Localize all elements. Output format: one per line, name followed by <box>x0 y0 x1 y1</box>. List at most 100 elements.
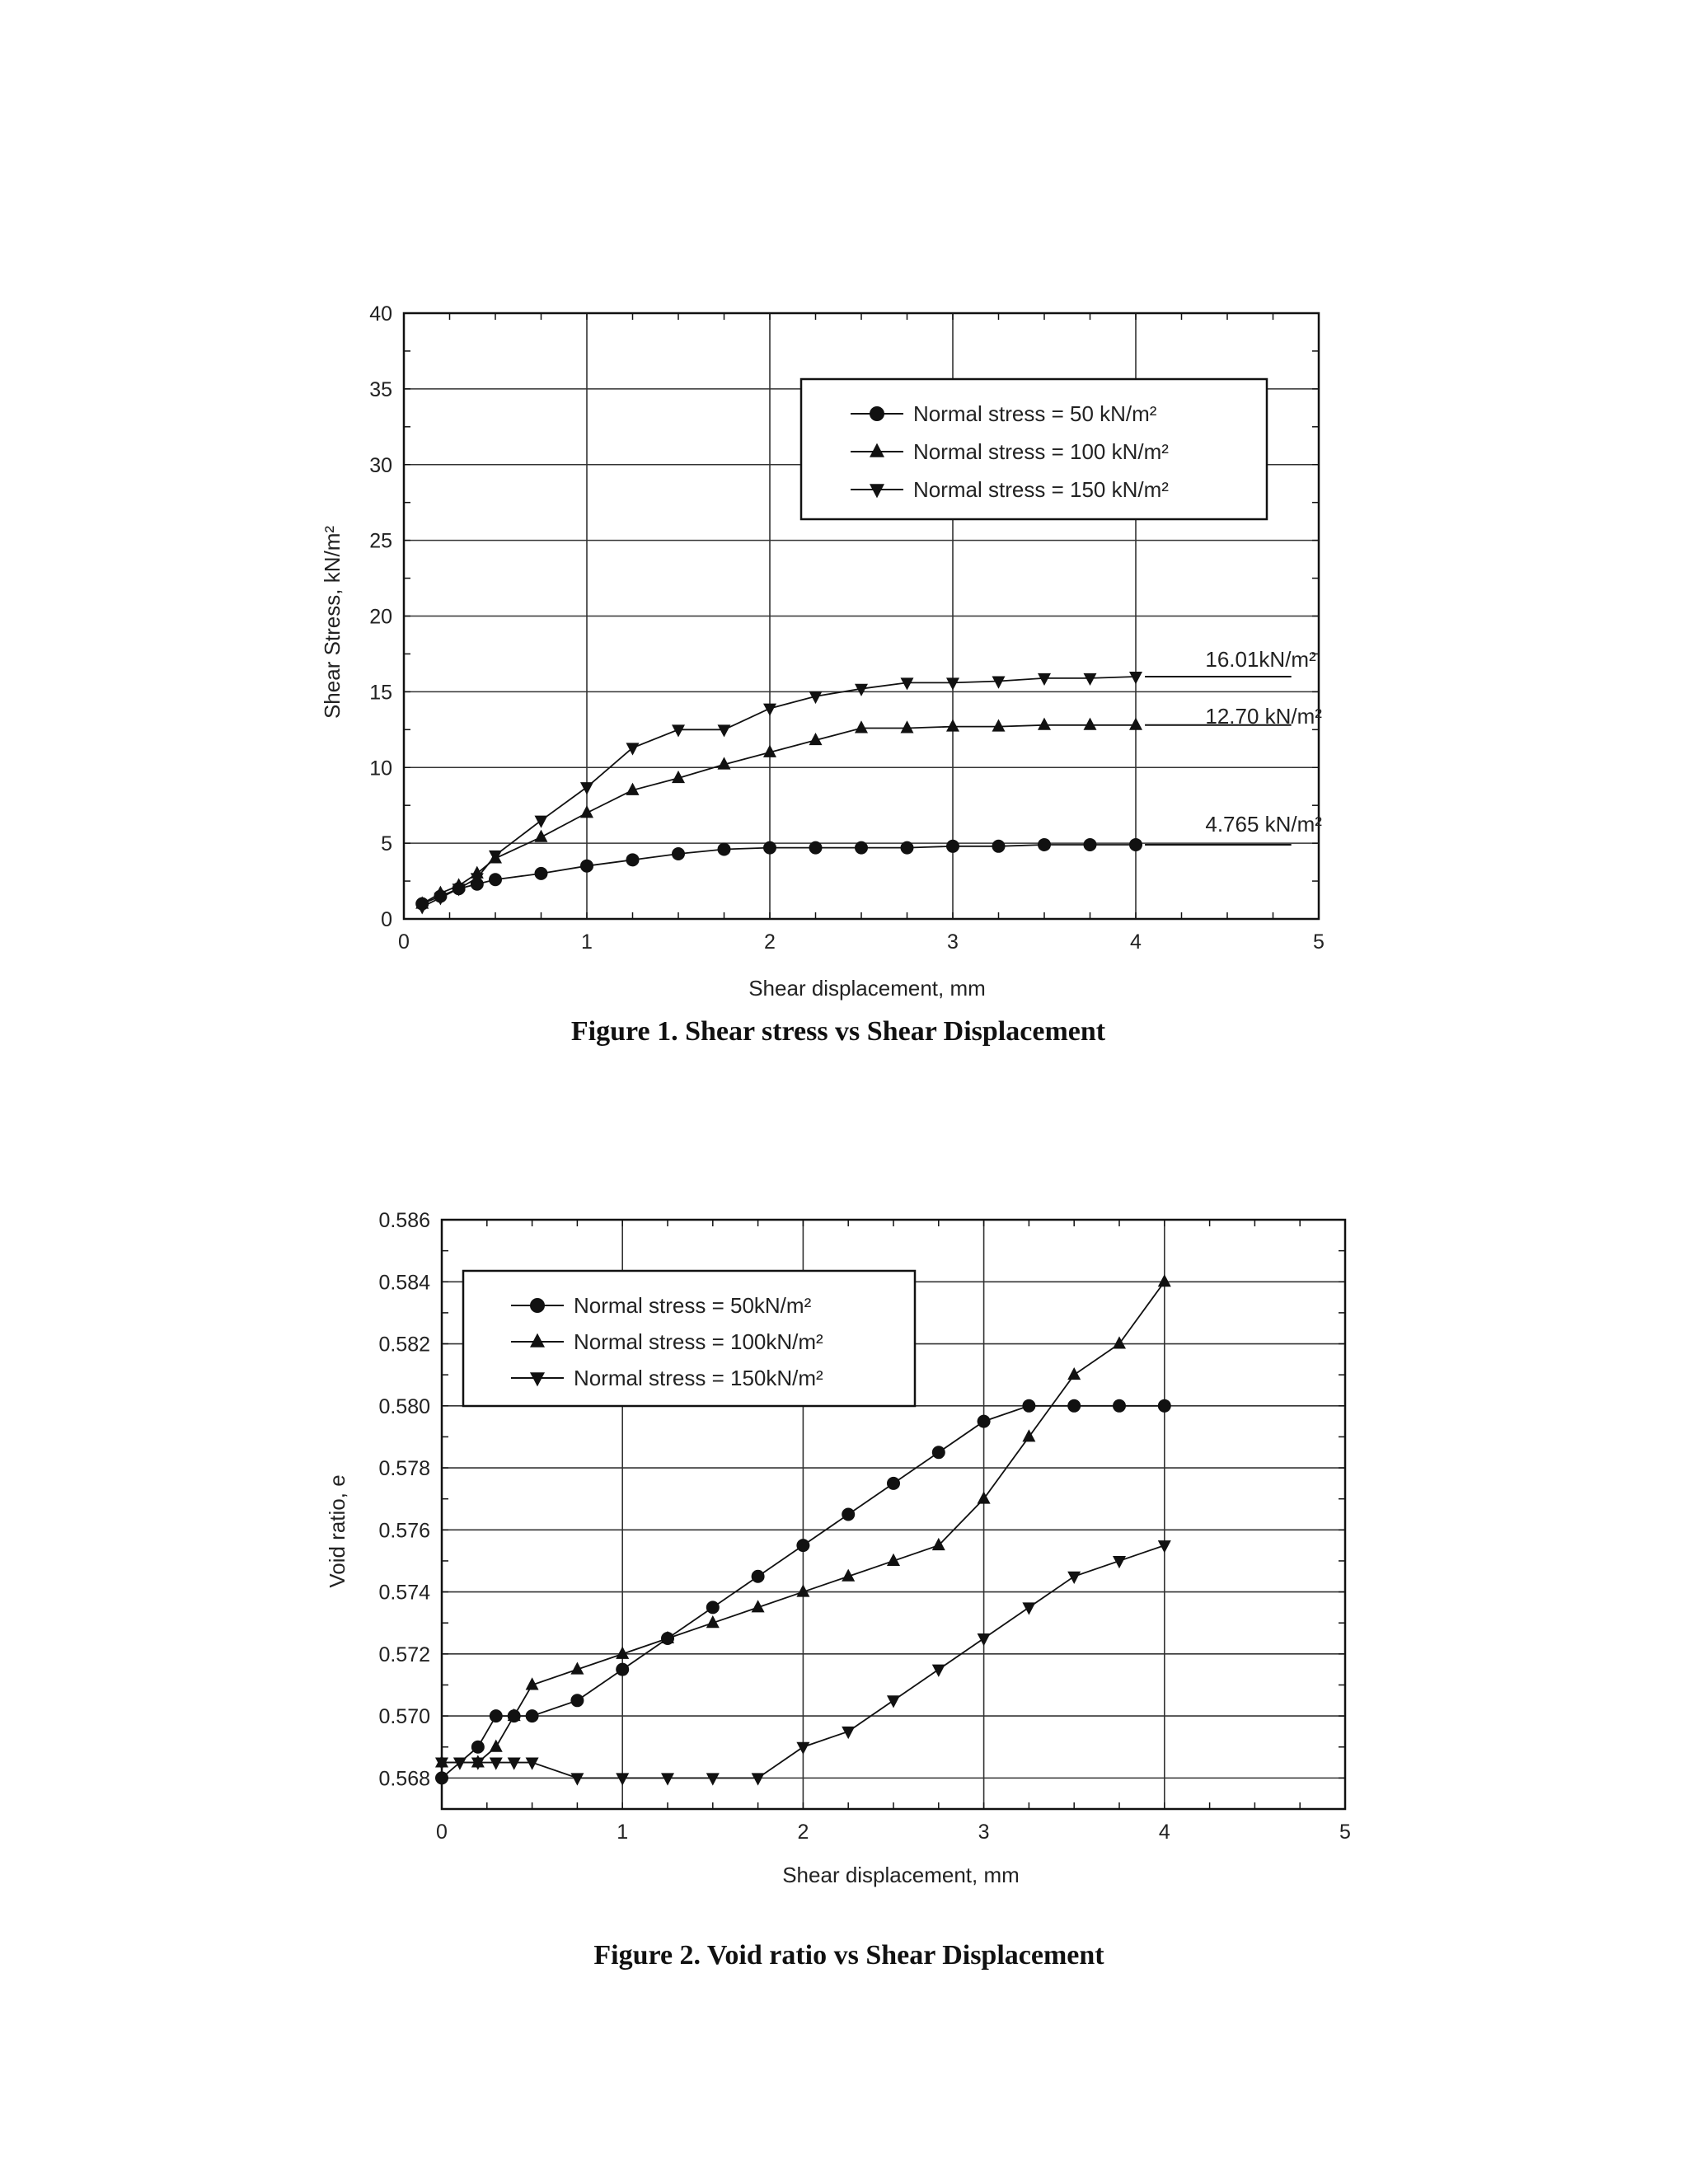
data-point <box>580 782 593 795</box>
data-point <box>900 677 914 691</box>
data-point <box>946 677 959 691</box>
chart-shear-stress: 0 1 2 3 4 5 0 5 10 15 20 25 30 35 40 Shear Stress, kN/… <box>320 302 1325 1047</box>
data-point <box>992 676 1006 689</box>
chart1-x-axis-label: Shear displacement, mm <box>748 976 986 1001</box>
data-point <box>842 1507 856 1521</box>
data-point <box>1157 1274 1171 1287</box>
chart1-y-axis-label: Shear Stress, kN/m² <box>320 526 345 719</box>
x-tick-label: 0 <box>398 930 410 954</box>
chart2-markers <box>435 1274 1171 1786</box>
y-tick-label: 0.572 <box>378 1643 430 1666</box>
data-point <box>1067 1399 1081 1413</box>
data-point <box>842 1726 856 1740</box>
x-tick-label: 4 <box>1130 930 1142 954</box>
y-tick-label: 0.586 <box>378 1209 430 1232</box>
chart2-x-axis-label: Shear displacement, mm <box>782 1863 1020 1887</box>
data-point <box>977 1414 991 1428</box>
legend-marker <box>870 484 884 499</box>
y-tick-label: 30 <box>369 454 392 477</box>
data-point <box>452 1757 467 1770</box>
data-point <box>471 1740 485 1754</box>
x-tick-label: 1 <box>617 1821 628 1844</box>
data-point <box>855 841 868 855</box>
legend-label: Normal stress = 100 kN/m² <box>913 439 1169 464</box>
data-point <box>616 1773 630 1786</box>
annotation-label: 12.70 kN/m² <box>1205 704 1322 729</box>
chart2-legend: Normal stress = 50kN/m² Normal stress = 1… <box>462 1269 917 1408</box>
data-point <box>931 1446 945 1460</box>
data-point <box>809 691 823 705</box>
legend-label: Normal stress = 100kN/m² <box>574 1329 823 1354</box>
data-point <box>570 1773 584 1786</box>
chart1-legend: Normal stress = 50 kN/m² Normal stress = … <box>799 377 1268 521</box>
data-point <box>489 1757 503 1770</box>
y-tick-label: 15 <box>369 681 392 704</box>
chart1-series-lines <box>421 676 1137 908</box>
data-point <box>751 1773 765 1786</box>
legend-label: Normal stress = 150 kN/m² <box>913 477 1169 502</box>
data-point <box>1129 837 1142 851</box>
annotation-label: 4.765 kN/m² <box>1205 812 1322 837</box>
data-point <box>1157 1540 1171 1554</box>
legend-label: Normal stress = 50kN/m² <box>574 1293 812 1318</box>
data-point <box>946 719 959 732</box>
data-point <box>931 1537 945 1551</box>
data-point <box>809 841 823 855</box>
data-point <box>1022 1602 1036 1615</box>
data-point <box>616 1662 630 1676</box>
chart1-ticks: 0 1 2 3 4 5 0 5 10 15 20 25 30 35 40 <box>369 302 1325 954</box>
data-point <box>661 1773 674 1786</box>
legend-marker <box>530 1333 545 1347</box>
data-point <box>946 839 959 853</box>
y-tick-label: 25 <box>369 530 392 553</box>
data-point <box>887 1553 900 1566</box>
y-tick-label: 0 <box>381 908 392 931</box>
x-tick-label: 2 <box>764 930 776 954</box>
data-point <box>470 873 484 886</box>
x-tick-label: 5 <box>1339 1821 1351 1844</box>
x-tick-label: 3 <box>947 930 959 954</box>
data-point <box>717 757 731 770</box>
data-point <box>525 1709 539 1723</box>
data-point <box>992 719 1006 732</box>
series-line-2 <box>421 724 1136 905</box>
data-point <box>1022 1429 1036 1442</box>
data-point <box>751 1569 765 1583</box>
data-point <box>977 1491 991 1504</box>
data-point <box>751 1600 765 1613</box>
chart-void-ratio: 0 1 2 3 4 5 0.568 0.570 0.572 0.574 0.576 0.578 0.58… <box>325 1209 1351 1971</box>
data-point <box>661 1630 674 1644</box>
data-point <box>931 1664 945 1677</box>
x-tick-label: 5 <box>1313 930 1325 954</box>
data-point <box>717 724 731 738</box>
data-point <box>887 1476 900 1490</box>
data-point <box>1067 1366 1081 1380</box>
annotation-label: 16.01kN/m² <box>1205 647 1316 672</box>
data-point <box>570 1694 584 1708</box>
data-point <box>706 1773 720 1786</box>
data-point <box>900 841 914 855</box>
data-point <box>763 841 776 855</box>
data-point <box>1067 1571 1081 1584</box>
data-point <box>1083 673 1097 687</box>
data-point <box>471 1757 485 1770</box>
data-point <box>489 873 502 887</box>
data-point <box>616 1646 630 1659</box>
y-tick-label: 35 <box>369 378 392 401</box>
y-tick-label: 0.570 <box>378 1705 430 1728</box>
y-tick-label: 0.574 <box>378 1582 430 1605</box>
data-point <box>534 829 548 842</box>
data-point <box>992 839 1006 853</box>
data-point <box>763 744 776 757</box>
x-tick-label: 3 <box>978 1821 990 1844</box>
legend-marker <box>530 1298 545 1313</box>
data-point <box>525 1757 539 1770</box>
data-point <box>1113 1555 1126 1569</box>
data-point <box>855 683 868 696</box>
data-point <box>626 743 640 756</box>
chart2-caption: Figure 2. Void ratio vs Shear Displaceme… <box>593 1940 1104 1971</box>
data-point <box>977 1633 991 1647</box>
data-point <box>1022 1399 1036 1413</box>
data-point <box>452 883 466 897</box>
